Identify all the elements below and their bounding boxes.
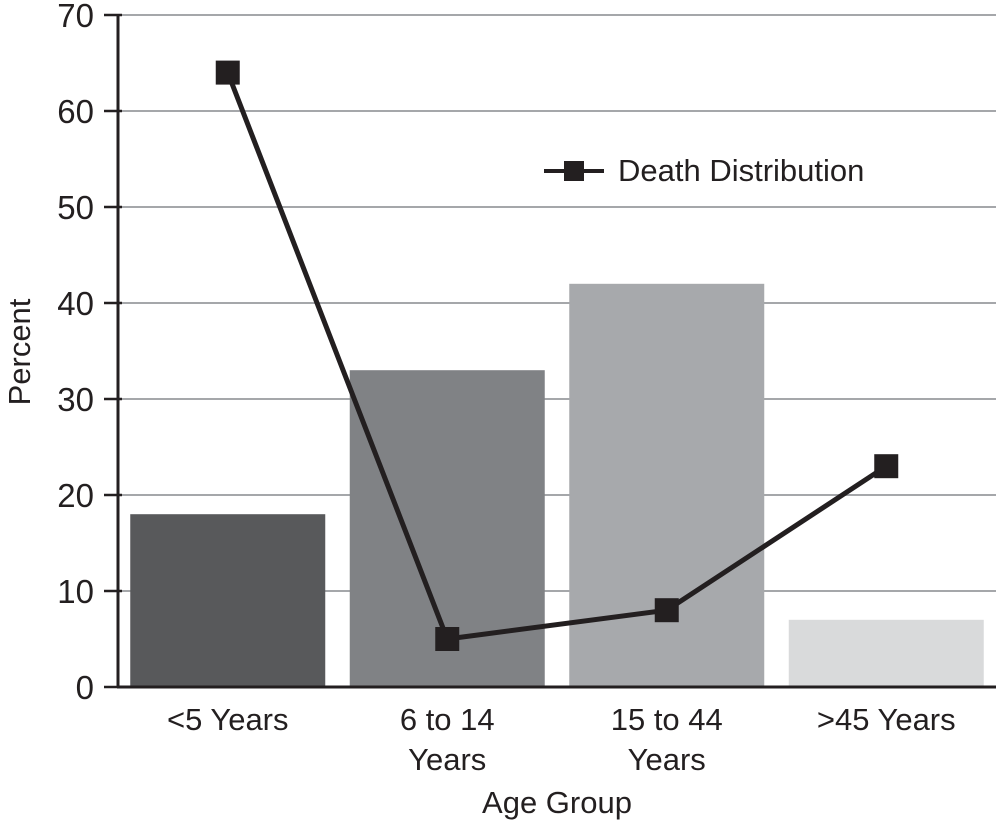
x-category-label-1: 6 to 14 Years <box>400 702 495 777</box>
x-category-label-2: 15 to 44 Years <box>611 702 723 777</box>
legend-square-icon <box>564 161 584 181</box>
y-tick-label-20: 20 <box>57 477 94 514</box>
y-tick-label-10: 10 <box>57 573 94 610</box>
y-tick-label-30: 30 <box>57 381 94 418</box>
x-category-label-3: >45 Years <box>817 702 956 737</box>
y-tick-label-40: 40 <box>57 285 94 322</box>
y-tick-label-50: 50 <box>57 189 94 226</box>
x-axis-title: Age Group <box>482 785 632 820</box>
line-marker-2 <box>654 598 679 623</box>
bar-2 <box>569 283 765 687</box>
x-category-label-0: <5 Years <box>167 702 289 737</box>
legend-label: Death Distribution <box>618 153 865 188</box>
death-distribution-line <box>225 71 888 642</box>
line-marker-0 <box>215 60 240 85</box>
bar-3 <box>788 619 984 687</box>
line-series-marker-icon <box>544 161 604 181</box>
line-marker-3 <box>874 454 899 479</box>
bar-0 <box>130 514 326 687</box>
legend: Death Distribution <box>544 150 864 192</box>
y-axis-title: Percent <box>2 298 37 406</box>
y-tick-label-0: 0 <box>76 669 94 706</box>
y-tick-label-60: 60 <box>57 93 94 130</box>
line-marker-1 <box>435 627 460 651</box>
y-tick-label-70: 70 <box>57 0 94 34</box>
